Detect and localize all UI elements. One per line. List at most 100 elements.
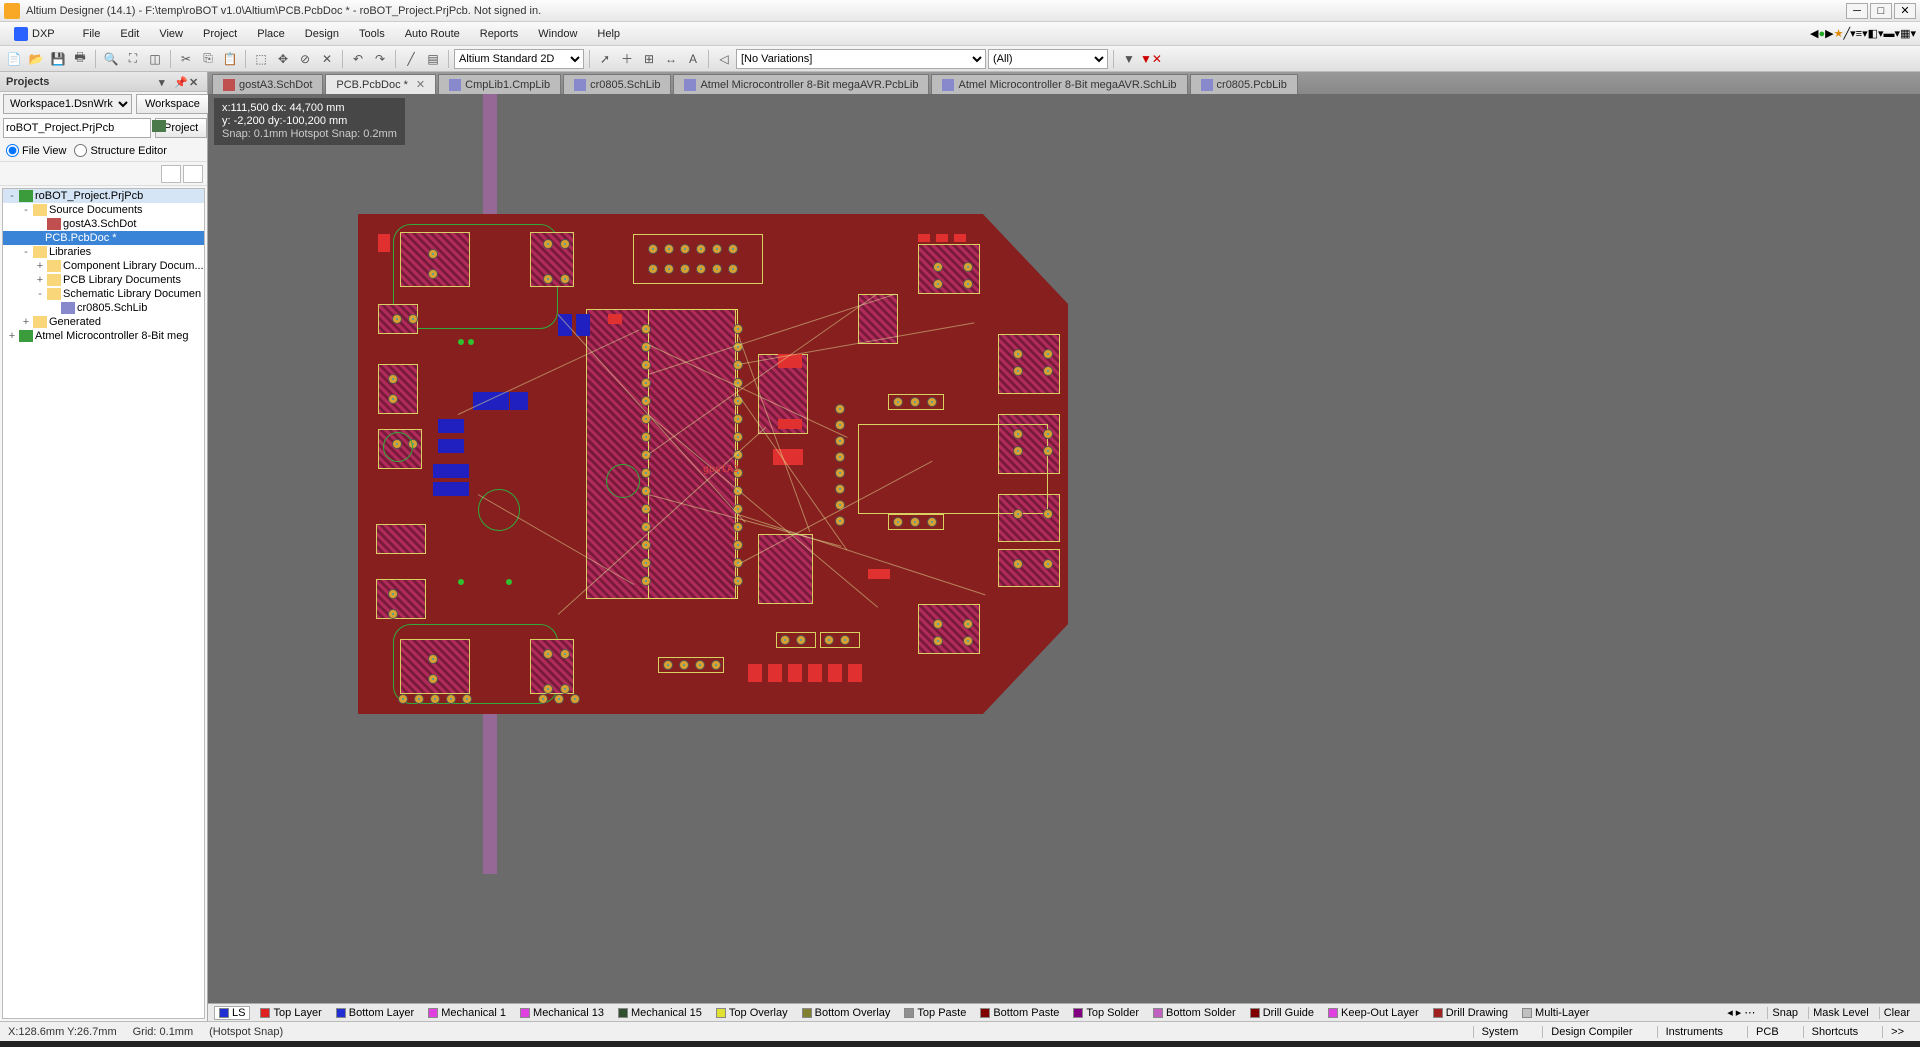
doc-tab[interactable]: PCB.PcbDoc *✕ xyxy=(325,74,436,94)
layer-tab[interactable]: Top Overlay xyxy=(712,1007,792,1019)
panel-opt1-icon[interactable] xyxy=(161,165,181,183)
status-pcb[interactable]: PCB xyxy=(1747,1026,1787,1038)
layer-tab[interactable]: Mechanical 15 xyxy=(614,1007,706,1019)
toolbar-btn[interactable]: ▬▾ xyxy=(1884,27,1901,40)
menu-tools[interactable]: Tools xyxy=(349,26,395,42)
doc-tab[interactable]: gostA3.SchDot xyxy=(212,74,323,94)
toolbar-btn[interactable]: ▦▾ xyxy=(1900,27,1916,40)
tree-item[interactable]: +Generated xyxy=(3,315,204,329)
status-system[interactable]: System xyxy=(1473,1026,1527,1038)
prev-icon[interactable]: ◁ xyxy=(714,49,734,69)
deselect-icon[interactable]: ⊘ xyxy=(295,49,315,69)
doc-tab[interactable]: CmpLib1.CmpLib xyxy=(438,74,561,94)
arrow-icon[interactable]: ➚ xyxy=(595,49,615,69)
layer-tab[interactable]: Bottom Layer xyxy=(332,1007,418,1019)
status-design-compiler[interactable]: Design Compiler xyxy=(1542,1026,1640,1038)
save-icon[interactable]: 💾 xyxy=(48,49,68,69)
tree-item[interactable]: PCB.PcbDoc * xyxy=(3,231,204,245)
layer-tab[interactable]: Bottom Paste xyxy=(976,1007,1063,1019)
doc-tab[interactable]: Atmel Microcontroller 8-Bit megaAVR.PcbL… xyxy=(673,74,929,94)
layer-tab[interactable]: Drill Guide xyxy=(1246,1007,1318,1019)
zoom-selected-icon[interactable]: ◫ xyxy=(145,49,165,69)
layer-tab[interactable]: Bottom Solder xyxy=(1149,1007,1240,1019)
tree-item[interactable]: -Schematic Library Documen xyxy=(3,287,204,301)
print-icon[interactable]: 🖶 xyxy=(70,49,90,69)
menu-dxp[interactable]: DXP xyxy=(4,25,65,43)
menu-reports[interactable]: Reports xyxy=(470,26,529,42)
toolbar-btn[interactable]: ╱▾ xyxy=(1844,27,1856,40)
structure-radio[interactable]: Structure Editor xyxy=(74,144,166,157)
tree-item[interactable]: -roBOT_Project.PrjPcb xyxy=(3,189,204,203)
project-tree[interactable]: -roBOT_Project.PrjPcb-Source Documentsgo… xyxy=(2,188,205,1019)
zoom-area-icon[interactable]: 🔍 xyxy=(101,49,121,69)
status-more[interactable]: >> xyxy=(1882,1026,1912,1038)
filter-select[interactable]: (All) xyxy=(988,49,1108,69)
menu-design[interactable]: Design xyxy=(295,26,349,42)
close-button[interactable]: ✕ xyxy=(1894,3,1916,19)
select-icon[interactable]: ⬚ xyxy=(251,49,271,69)
new-icon[interactable]: 📄 xyxy=(4,49,24,69)
tree-item[interactable]: gostA3.SchDot xyxy=(3,217,204,231)
menu-help[interactable]: Help xyxy=(587,26,630,42)
text-icon[interactable]: A xyxy=(683,49,703,69)
layer-tab[interactable]: Mechanical 13 xyxy=(516,1007,608,1019)
project-field[interactable] xyxy=(3,118,151,138)
layer-tab[interactable]: Multi-Layer xyxy=(1518,1007,1593,1019)
paste-icon[interactable]: 📋 xyxy=(220,49,240,69)
variation-select[interactable]: [No Variations] xyxy=(736,49,986,69)
view-mode-select[interactable]: Altium Standard 2D xyxy=(454,49,584,69)
layer-tab[interactable]: LS xyxy=(214,1006,250,1020)
menu-file[interactable]: File xyxy=(73,26,111,42)
route-icon[interactable]: ╱ xyxy=(401,49,421,69)
status-shortcuts[interactable]: Shortcuts xyxy=(1803,1026,1866,1038)
pcb-canvas[interactable]: x:111,500 dx: 44,700 mm y: -2,200 dy:-10… xyxy=(208,94,1920,1003)
panel-dropdown-icon[interactable]: ▾ xyxy=(159,76,171,88)
layer-tab[interactable]: Top Paste xyxy=(900,1007,970,1019)
panel-pin-icon[interactable]: 📌 xyxy=(174,76,186,88)
layer-button-snap[interactable]: Snap xyxy=(1767,1007,1802,1019)
minimize-button[interactable]: ─ xyxy=(1846,3,1868,19)
toolbar-btn[interactable]: ◧▾ xyxy=(1868,27,1884,40)
nav-fwd-icon[interactable]: ▶ xyxy=(1825,27,1833,40)
nav-back-icon[interactable]: ◀ xyxy=(1810,27,1818,40)
fileview-radio[interactable]: File View xyxy=(6,144,66,157)
toolbar-btn[interactable]: ≡▾ xyxy=(1856,27,1868,40)
tree-item[interactable]: +Component Library Docum... xyxy=(3,259,204,273)
cross-icon[interactable]: ✕ xyxy=(317,49,337,69)
funnel-icon[interactable]: ▼ xyxy=(1119,49,1139,69)
menu-window[interactable]: Window xyxy=(528,26,587,42)
layer-tab[interactable]: Drill Drawing xyxy=(1429,1007,1512,1019)
tree-item[interactable]: cr0805.SchLib xyxy=(3,301,204,315)
layer-tab[interactable]: Bottom Overlay xyxy=(798,1007,895,1019)
workspace-select[interactable]: Workspace1.DsnWrk xyxy=(3,94,132,114)
layer-tab[interactable]: Mechanical 1 xyxy=(424,1007,510,1019)
grid-icon[interactable]: ⊞ xyxy=(639,49,659,69)
move-icon[interactable]: ✥ xyxy=(273,49,293,69)
zoom-fit-icon[interactable]: ⛶ xyxy=(123,49,143,69)
menu-edit[interactable]: Edit xyxy=(110,26,149,42)
layer-nav[interactable]: ◂ ▸ ⋯ xyxy=(1721,1006,1761,1019)
tree-item[interactable]: -Source Documents xyxy=(3,203,204,217)
panel-opt2-icon[interactable] xyxy=(183,165,203,183)
projects-panel-header[interactable]: Projects ▾ 📌 ✕ xyxy=(0,72,207,92)
panel-close-icon[interactable]: ✕ xyxy=(189,76,201,88)
plus-icon[interactable]: ＋ xyxy=(617,49,637,69)
dim-icon[interactable]: ↔ xyxy=(661,49,681,69)
doc-tab[interactable]: cr0805.SchLib xyxy=(563,74,671,94)
undo-icon[interactable]: ↶ xyxy=(348,49,368,69)
layer-button-clear[interactable]: Clear xyxy=(1879,1007,1914,1019)
cut-icon[interactable]: ✂ xyxy=(176,49,196,69)
layer-tab[interactable]: Keep-Out Layer xyxy=(1324,1007,1423,1019)
tree-item[interactable]: -Libraries xyxy=(3,245,204,259)
layer-button-mask-level[interactable]: Mask Level xyxy=(1808,1007,1873,1019)
maximize-button[interactable]: □ xyxy=(1870,3,1892,19)
tree-item[interactable]: +Atmel Microcontroller 8-Bit meg xyxy=(3,329,204,343)
workspace-button[interactable]: Workspace xyxy=(136,94,209,114)
nav-home-icon[interactable]: ● xyxy=(1819,28,1826,40)
doc-tab[interactable]: Atmel Microcontroller 8-Bit megaAVR.SchL… xyxy=(931,74,1187,94)
status-instruments[interactable]: Instruments xyxy=(1657,1026,1731,1038)
layer-tab[interactable]: Top Layer xyxy=(256,1007,325,1019)
browse-icon[interactable]: ▤ xyxy=(423,49,443,69)
menu-view[interactable]: View xyxy=(149,26,193,42)
menu-project[interactable]: Project xyxy=(193,26,247,42)
